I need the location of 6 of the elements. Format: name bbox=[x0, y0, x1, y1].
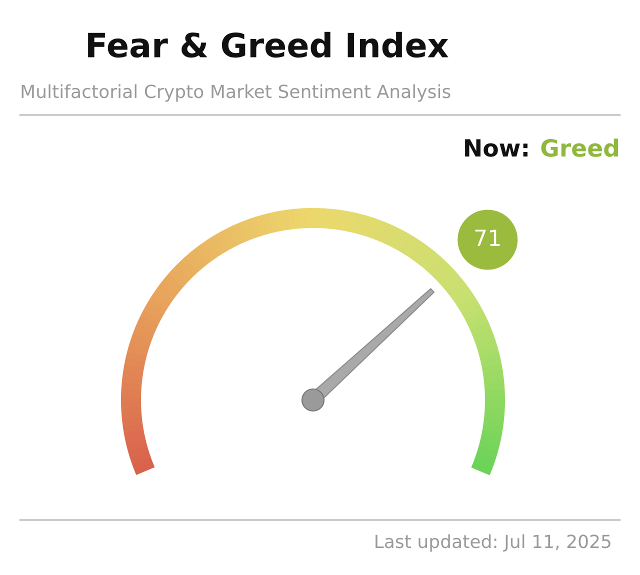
text: Last updated: Jul 11, 2025 bbox=[376, 534, 610, 552]
text: Greed bbox=[541, 138, 618, 157]
text: Now: bbox=[465, 139, 528, 157]
text: Fear & Greed Index bbox=[88, 32, 448, 58]
data-label: 71 bbox=[475, 230, 500, 246]
text: Multifactorial Crypto Market Sentiment Analysis bbox=[22, 84, 450, 102]
